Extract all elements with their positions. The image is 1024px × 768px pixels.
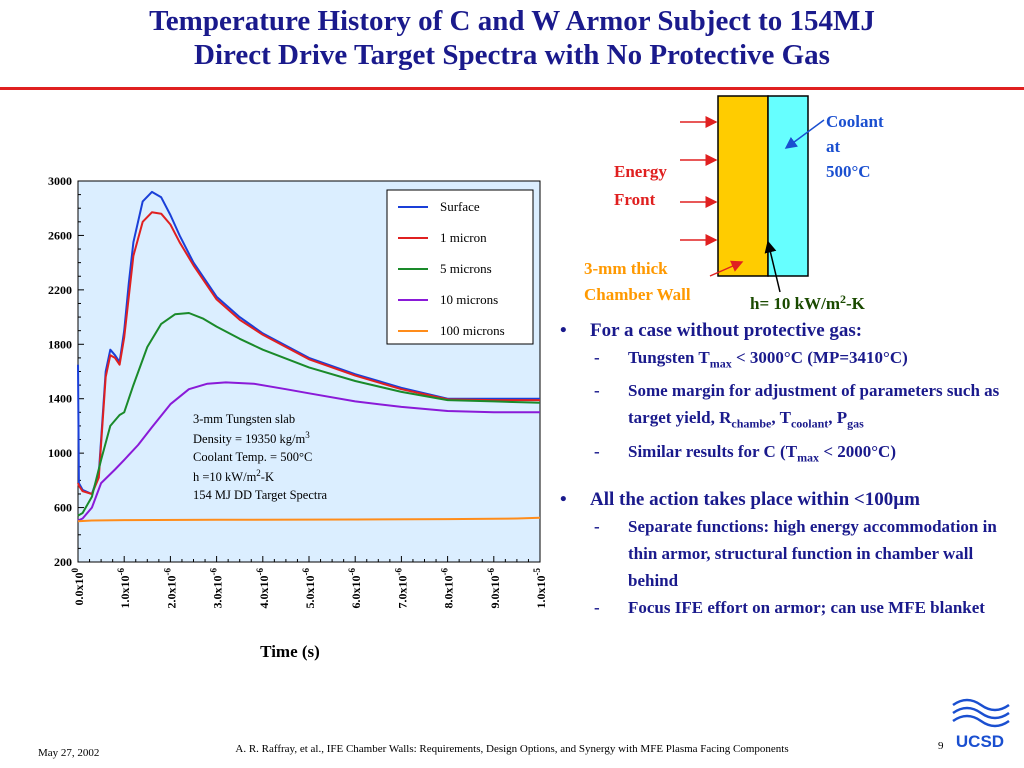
x-tick-label: 9.0x10-6 — [486, 568, 502, 609]
legend-box — [386, 189, 534, 345]
svg-text:Chamber Wall: Chamber Wall — [584, 285, 691, 304]
legend-label: 10 microns — [440, 292, 498, 307]
coolant-arrow — [784, 119, 825, 149]
legend-label: Surface — [440, 199, 480, 214]
page-number: 9 — [938, 740, 944, 752]
title-divider — [0, 87, 1024, 90]
sub-bullet-text: Similar results for C (Tmax < 2000°C) — [628, 441, 896, 465]
sub-bullet-text: Tungsten Tmax < 3000°C (MP=3410°C) — [628, 348, 908, 371]
annotation-line-2: Density = 19350 kg/m3 — [193, 430, 310, 446]
energy-arrows — [680, 116, 718, 246]
sub-bullet-item: - Tungsten Tmax < 3000°C (MP=3410°C) — [560, 344, 1010, 377]
sub-bullet-item: - Similar results for C (Tmax < 2000°C) — [560, 438, 1010, 471]
wall-thickness-label: 3-mm thick Chamber Wall — [584, 259, 691, 304]
ucsd-logo: UCSD — [952, 698, 1010, 751]
annotation-line-1: 3-mm Tungsten slab — [193, 412, 295, 426]
x-tick-label: 2.0x10-6 — [162, 568, 178, 609]
x-tick-label: 1.0x10-6 — [116, 568, 132, 609]
sub-bullet-marker: - — [594, 517, 600, 537]
legend-label: 100 microns — [440, 323, 505, 338]
legend-label: 1 micron — [440, 230, 487, 245]
legend: Surface 1 micron 5 microns 10 microns 100 mi… — [386, 189, 534, 345]
x-tick-label: 5.0x10-6 — [301, 568, 317, 609]
sub-bullet-marker: - — [594, 441, 600, 461]
series-line-2 — [77, 312, 541, 517]
legend-label: 5 microns — [440, 261, 492, 276]
temperature-history-chart: 200 600 1000 1400 1800 2200 2600 3000 0.0x100 1.… — [48, 174, 548, 661]
sub-bullet-text: Separate functions: high energy accommod… — [628, 517, 997, 591]
y-tick-label: 600 — [54, 501, 72, 515]
bullet-item: • For a case without protective gas: — [560, 318, 1010, 344]
annotation-line-4: h =10 kW/m2-K — [193, 468, 274, 484]
sub-bullet-marker: - — [594, 381, 600, 401]
bullet-text: For a case without protective gas: — [590, 320, 863, 341]
series-line-1 — [77, 211, 540, 495]
footer-date: May 27, 2002 — [38, 747, 100, 759]
x-tick-label: 3.0x10-6 — [209, 568, 225, 609]
x-axis: 0.0x100 1.0x10-6 2.0x10-6 3.0x10-6 4.0x10-6 5… — [70, 556, 548, 609]
sub-bullet-item: - Focus IFE effort on armor; can use MFE … — [560, 594, 1010, 621]
y-tick-label: 2600 — [48, 228, 72, 242]
y-tick-label: 1800 — [48, 337, 72, 351]
x-tick-label: 1.0x10-5 — [532, 568, 548, 609]
sub-bullet-marker: - — [594, 598, 600, 618]
sub-bullet-item: - Separate functions: high energy accommo… — [560, 513, 1010, 594]
svg-text:Front: Front — [614, 190, 656, 209]
slide-title: Temperature History of C and W Armor Sub… — [0, 4, 1024, 72]
sub-bullet-text: Some margin for adjustment of parameters… — [628, 381, 1000, 431]
coolant-layer — [767, 95, 809, 277]
y-tick-label: 3000 — [48, 174, 72, 188]
footer-citation: A. R. Raffray, et al., IFE Chamber Walls… — [235, 743, 789, 755]
title-line-2: Direct Drive Target Spectra with No Prot… — [194, 39, 830, 71]
x-tick-label: 4.0x10-6 — [255, 568, 271, 609]
series-line-3 — [77, 381, 540, 522]
bullet-list: • For a case without protective gas: - Tung… — [560, 318, 1010, 621]
chart-annotation: 3-mm Tungsten slab Density = 19350 kg/m3… — [193, 412, 328, 502]
annotation-line-3: Coolant Temp. = 500°C — [193, 450, 312, 464]
bullet-marker: • — [560, 320, 567, 341]
ucsd-wave-icon — [952, 698, 1010, 728]
wall-arrow — [709, 260, 744, 277]
sub-bullet-text: Focus IFE effort on armor; can use MFE b… — [628, 598, 985, 618]
energy-front-label: Energy Front — [614, 162, 667, 209]
svg-text:at: at — [826, 137, 841, 156]
x-axis-label: Time (s) — [260, 642, 320, 661]
heat-transfer-label: h= 10 kW/m2-K — [750, 292, 866, 313]
heat-transfer-arrow — [764, 240, 781, 293]
svg-text:Energy: Energy — [614, 162, 667, 181]
svg-text:Coolant: Coolant — [826, 112, 884, 131]
title-line-1: Temperature History of C and W Armor Sub… — [149, 5, 875, 37]
bullet-text: All the action takes place within <100µm — [590, 489, 920, 511]
y-tick-label: 2200 — [48, 283, 72, 297]
armor-layer — [717, 95, 769, 277]
series-line-4 — [77, 516, 541, 523]
x-tick-label: 8.0x10-6 — [440, 568, 456, 609]
chamber-wall-diagram: Energy Front Coolant at 500°C 3-mm thick… — [584, 95, 884, 313]
svg-text:3-mm thick: 3-mm thick — [584, 259, 668, 278]
x-tick-label: 0.0x100 — [70, 568, 86, 606]
y-tick-label: 200 — [54, 555, 72, 569]
y-tick-label: 1000 — [48, 446, 72, 460]
bullet-item: • All the action takes place within <100µ… — [560, 487, 1010, 513]
y-tick-label: 1400 — [48, 392, 72, 406]
svg-text:500°C: 500°C — [826, 162, 871, 181]
x-tick-label: 7.0x10-6 — [393, 568, 409, 609]
series-lines — [77, 190, 541, 523]
annotation-line-5: 154 MJ DD Target Spectra — [193, 488, 328, 502]
sub-bullet-marker: - — [594, 348, 600, 367]
bullet-marker: • — [560, 489, 567, 511]
svg-text:UCSD: UCSD — [956, 732, 1004, 751]
sub-bullet-item: - Some margin for adjustment of parameter… — [560, 377, 1010, 437]
y-axis: 200 600 1000 1400 1800 2200 2600 3000 — [48, 174, 84, 569]
x-tick-label: 6.0x10-6 — [347, 568, 363, 609]
coolant-label: Coolant at 500°C — [826, 112, 884, 181]
